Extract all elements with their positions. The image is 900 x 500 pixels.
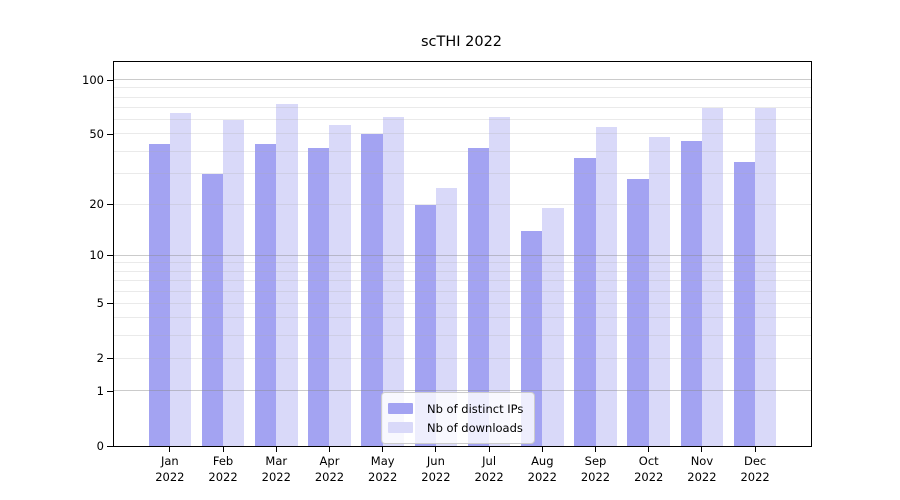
x-tick-year: 2022	[368, 469, 398, 484]
x-tick-mark	[328, 447, 330, 452]
chart-title: scTHI 2022	[420, 34, 503, 50]
bar-ips-feb	[201, 173, 224, 446]
bars-layer	[114, 62, 811, 446]
bar-ips-jul	[467, 147, 490, 446]
y-tick-label: 20	[89, 197, 104, 212]
x-tick-month: Aug	[531, 454, 554, 468]
legend-label-distinct-ips: Nb of distinct IPs	[427, 401, 524, 416]
x-tick-mark	[435, 447, 437, 452]
x-tick-mark	[648, 447, 650, 452]
x-tick-month: Jun	[426, 454, 445, 468]
x-tick-month: Mar	[265, 454, 288, 468]
y-tick-label: 2	[96, 351, 104, 366]
x-tick-label: Mar 2022	[241, 454, 311, 485]
x-tick-year: 2022	[208, 469, 238, 484]
y-tick-mark	[107, 445, 113, 447]
x-tick-label: Jun 2022	[401, 454, 471, 485]
bar-ips-jun	[414, 204, 436, 446]
bar-ips-sep	[574, 157, 596, 446]
x-tick-label: Feb 2022	[188, 454, 258, 485]
bar-downloads-jan	[169, 112, 192, 446]
bar-downloads-aug	[542, 208, 564, 446]
x-tick-year: 2022	[527, 469, 557, 484]
bar-downloads-jul	[489, 117, 511, 446]
x-tick-year: 2022	[634, 469, 664, 484]
y-tick-mark	[107, 390, 113, 392]
x-tick-year: 2022	[421, 469, 451, 484]
bar-downloads-sep	[595, 126, 617, 446]
x-tick-year: 2022	[740, 469, 770, 484]
bar-ips-jan	[148, 144, 170, 446]
y-tick-mark	[107, 358, 113, 360]
y-tick-label: 0	[96, 438, 104, 453]
y-tick-mark	[107, 255, 113, 257]
y-tick-mark	[107, 303, 113, 305]
x-tick-mark	[701, 447, 703, 452]
x-tick-mark	[169, 447, 171, 452]
x-tick-label: Nov 2022	[667, 454, 737, 485]
x-tick-month: Dec	[743, 454, 767, 468]
bar-downloads-may	[382, 117, 404, 446]
x-tick-label: Dec 2022	[720, 454, 790, 485]
x-tick-year: 2022	[474, 469, 504, 484]
x-tick-label: Sep 2022	[561, 454, 631, 485]
x-tick-year: 2022	[687, 469, 717, 484]
x-tick-year: 2022	[580, 469, 611, 484]
bar-downloads-nov	[701, 107, 724, 446]
x-tick-month: Nov	[690, 454, 714, 468]
legend-swatch-distinct-ips	[388, 403, 413, 414]
bar-downloads-mar	[276, 103, 298, 446]
x-tick-year: 2022	[314, 469, 345, 484]
x-tick-mark	[488, 447, 490, 452]
x-tick-mark	[754, 447, 756, 452]
plot-area: 100 50 20 10 5 2 1 0 Jan 2022 Feb 2022 Mar 2022 Apr 202…	[82, 61, 812, 484]
legend-item-downloads: Nb of downloads	[388, 418, 523, 437]
bar-downloads-apr	[329, 125, 351, 446]
x-tick-month: Jan	[160, 454, 179, 468]
y-tick-mark	[107, 204, 113, 206]
legend-item-distinct-ips: Nb of distinct IPs	[388, 399, 523, 418]
bar-ips-apr	[308, 147, 330, 446]
y-tick-label: 1	[96, 383, 104, 398]
bar-ips-nov	[680, 140, 702, 446]
y-tick-label: 10	[89, 248, 104, 263]
x-tick-year: 2022	[155, 469, 185, 484]
x-tick-label: Apr 2022	[294, 454, 364, 485]
bar-ips-oct	[627, 178, 649, 446]
x-tick-month: Apr	[319, 454, 340, 468]
x-tick-month: May	[370, 454, 395, 468]
x-tick-label: Jul 2022	[454, 454, 524, 485]
x-tick-mark	[222, 447, 224, 452]
x-tick-label: Jan 2022	[135, 454, 205, 485]
x-tick-label: May 2022	[348, 454, 418, 485]
x-tick-label: Aug 2022	[507, 454, 577, 485]
bar-downloads-feb	[223, 120, 245, 446]
y-tick-label: 100	[82, 72, 104, 87]
x-tick-month: Sep	[584, 454, 607, 468]
legend-label-downloads: Nb of downloads	[427, 420, 523, 435]
legend: Nb of distinct IPs Nb of downloads	[381, 392, 536, 444]
bar-downloads-dec	[755, 107, 777, 446]
y-tick-mark	[107, 79, 113, 81]
x-tick-mark	[275, 447, 277, 452]
x-tick-month: Oct	[638, 454, 659, 468]
x-tick-label: Oct 2022	[614, 454, 684, 485]
bar-ips-may	[361, 134, 383, 446]
x-tick-year: 2022	[261, 469, 291, 484]
legend-swatch-downloads	[388, 422, 413, 433]
x-tick-mark	[382, 447, 384, 452]
bar-ips-dec	[733, 161, 756, 446]
bar-ips-mar	[254, 144, 277, 446]
x-tick-month: Feb	[212, 454, 234, 468]
y-tick-mark	[107, 133, 113, 135]
bar-downloads-jun	[435, 187, 458, 446]
x-tick-mark	[595, 447, 596, 452]
y-tick-label: 50	[89, 126, 104, 141]
x-tick-mark	[541, 447, 543, 452]
x-tick-month: Jul	[482, 454, 497, 468]
bar-downloads-oct	[648, 137, 671, 446]
y-tick-label: 5	[96, 296, 104, 311]
